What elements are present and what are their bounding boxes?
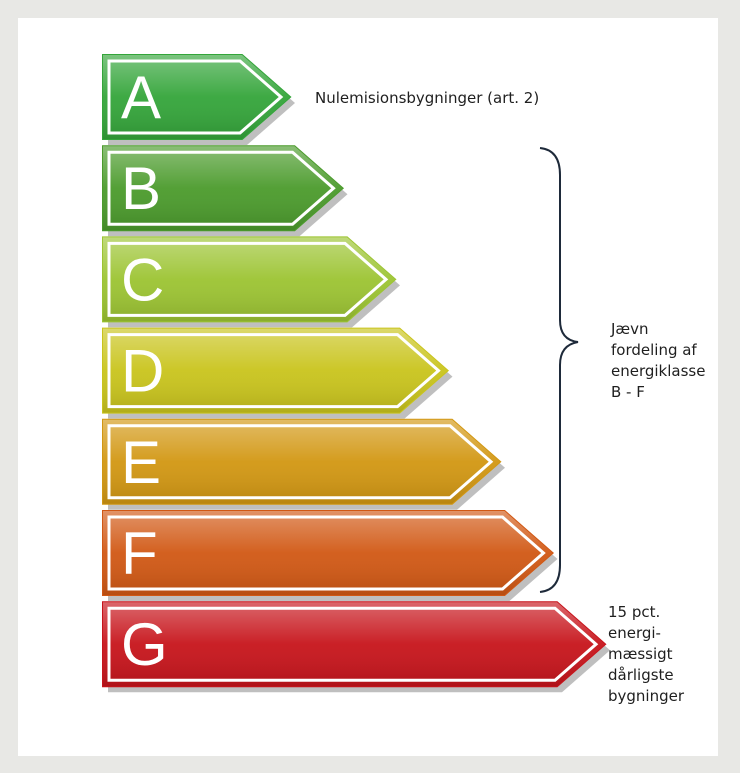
diagram: Nulemisionsbygninger (art. 2) ABCDEFG Jæ…	[0, 0, 740, 773]
page: Nulemisionsbygninger (art. 2) ABCDEFG Jæ…	[0, 0, 740, 773]
class-letter: C	[121, 246, 164, 313]
g-label: dårligste	[608, 666, 674, 684]
class-letter: A	[121, 64, 161, 131]
arrow-gloss	[103, 420, 500, 504]
bracket-label: B - F	[611, 383, 645, 401]
g-label: bygninger	[608, 687, 685, 705]
bracket-label: energiklasse	[611, 362, 705, 380]
class-letter: B	[121, 155, 161, 222]
class-letter: G	[121, 611, 168, 678]
class-letter: F	[121, 520, 158, 587]
g-label: mæssigt	[608, 645, 673, 663]
annotation-a: Nulemisionsbygninger (art. 2)	[315, 89, 539, 107]
bracket-label: fordeling af	[611, 341, 697, 359]
bracket-label: Jævn	[610, 320, 649, 338]
class-letter: E	[121, 429, 161, 496]
g-label: energi-	[608, 624, 661, 642]
class-letter: D	[121, 338, 164, 405]
arrow-gloss	[103, 602, 605, 686]
arrow-gloss	[103, 511, 553, 595]
g-label: 15 pct.	[608, 603, 660, 621]
